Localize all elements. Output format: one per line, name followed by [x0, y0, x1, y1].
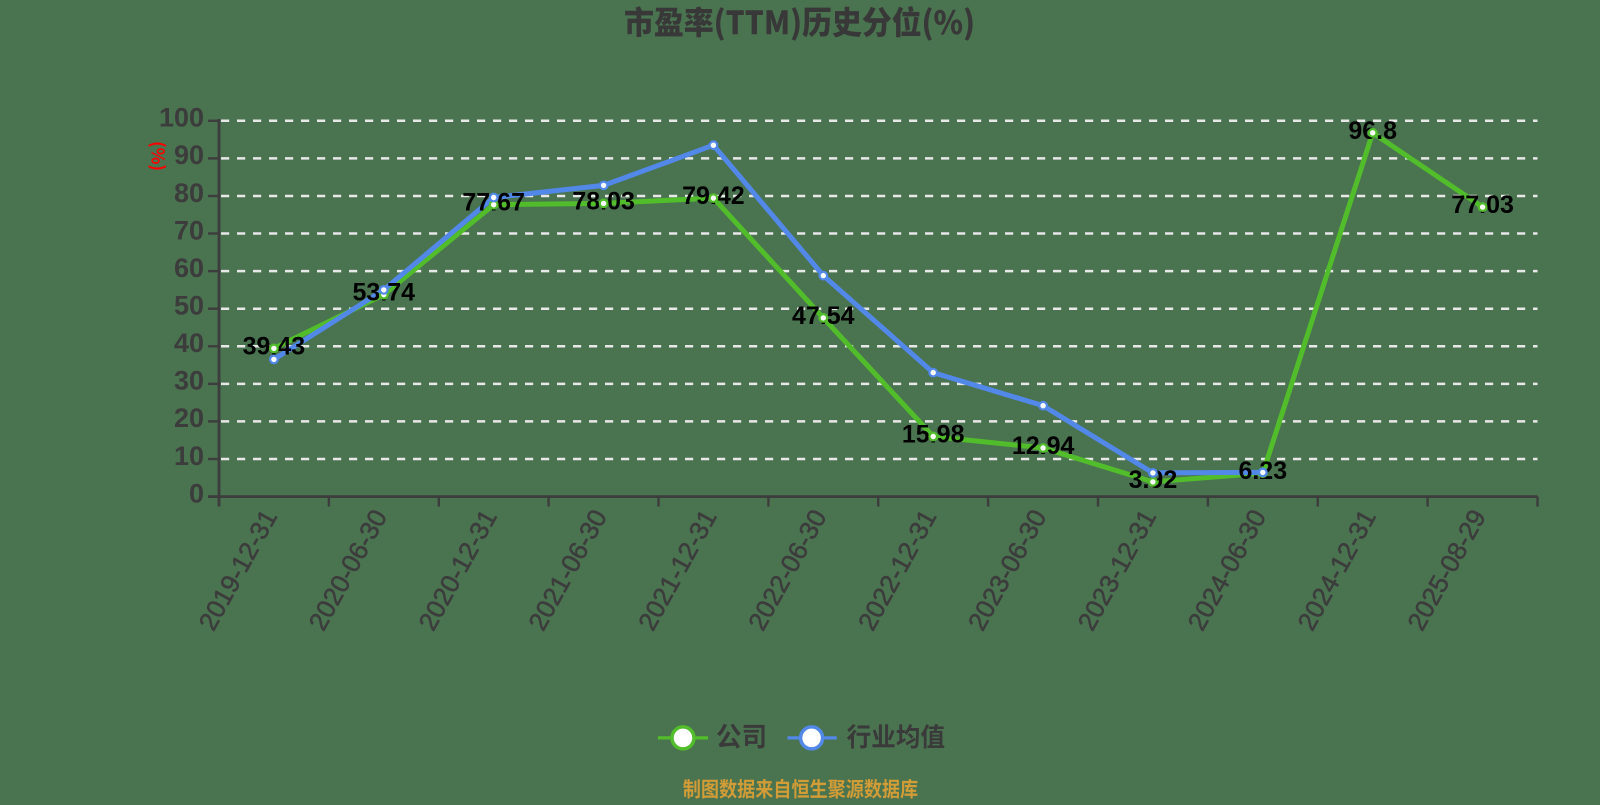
svg-text:10: 10 — [174, 441, 204, 471]
svg-text:60: 60 — [174, 253, 204, 283]
svg-text:100: 100 — [159, 103, 204, 133]
svg-text:90: 90 — [174, 140, 204, 170]
svg-text:0: 0 — [189, 478, 204, 508]
svg-text:70: 70 — [174, 215, 204, 245]
svg-text:40: 40 — [174, 328, 204, 358]
svg-text:20: 20 — [174, 403, 204, 433]
svg-text:80: 80 — [174, 178, 204, 208]
svg-text:50: 50 — [174, 291, 204, 321]
svg-text:30: 30 — [174, 366, 204, 396]
